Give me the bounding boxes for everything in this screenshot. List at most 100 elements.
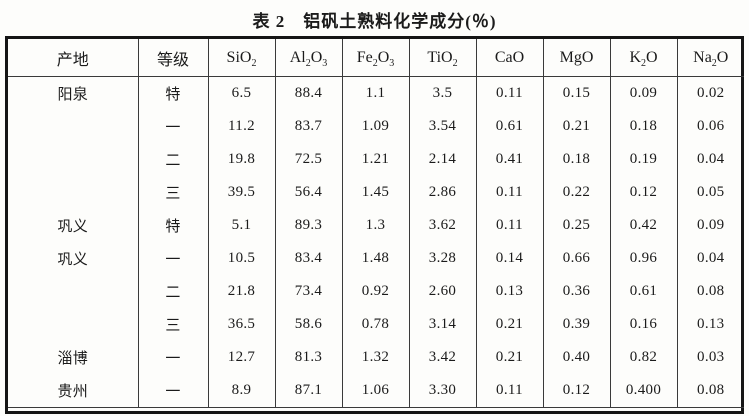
cell-value: 21.8 <box>207 275 275 308</box>
cell-value: 0.14 <box>475 242 543 275</box>
cell-value: 0.40 <box>542 341 610 374</box>
header-row: 产地 等级 SiO2 Al2O3 Fe2O3 TiO2 CaO MgO K2O Na2O <box>8 39 744 77</box>
table-row: 巩义 特 5.1 89.3 1.3 3.62 0.11 0.25 0.42 0.09 <box>8 209 744 242</box>
cell-grade: 特 <box>137 209 208 242</box>
cell-origin <box>8 308 138 341</box>
col-header-oxide: Fe2O3 <box>341 39 409 77</box>
col-header-oxide: K2O <box>609 39 677 77</box>
cell-value: 1.06 <box>341 374 409 408</box>
cell-value: 0.78 <box>341 308 409 341</box>
cell-grade: 二 <box>137 275 208 308</box>
cell-value: 0.04 <box>676 242 744 275</box>
cell-origin <box>8 110 138 143</box>
cell-origin: 巩义 <box>57 219 89 235</box>
cell-value: 0.16 <box>609 308 677 341</box>
cell-value: 39.5 <box>207 176 275 209</box>
cell-value: 1.32 <box>341 341 409 374</box>
table-caption: 表 2 铝矾土熟料化学成分(％) <box>252 12 497 31</box>
col-header-oxide: CaO <box>475 39 543 77</box>
cell-value: 0.66 <box>542 242 610 275</box>
cell-value: 56.4 <box>274 176 342 209</box>
cell-origin <box>8 143 138 176</box>
cell-value: 3.62 <box>408 209 476 242</box>
col-header-oxide: Al2O3 <box>274 39 342 77</box>
cell-value: 0.39 <box>542 308 610 341</box>
cell-value: 0.21 <box>542 110 610 143</box>
cell-value: 0.04 <box>676 143 744 176</box>
cell-value: 0.21 <box>475 308 543 341</box>
cell-value: 0.09 <box>676 209 744 242</box>
cell-value: 0.11 <box>475 374 543 408</box>
cell-value: 0.18 <box>609 110 677 143</box>
cell-origin <box>8 176 138 209</box>
cell-value: 0.92 <box>341 275 409 308</box>
cell-value: 0.11 <box>475 209 543 242</box>
cell-origin: 淄博 <box>57 351 89 367</box>
cell-value: 0.19 <box>609 143 677 176</box>
cell-value: 58.6 <box>274 308 342 341</box>
cell-value: 1.21 <box>341 143 409 176</box>
cell-value: 0.05 <box>676 176 744 209</box>
cell-value: 83.7 <box>274 110 342 143</box>
cell-value: 81.3 <box>274 341 342 374</box>
cell-value: 12.7 <box>207 341 275 374</box>
cell-value: 1.1 <box>341 76 409 110</box>
cell-value: 0.13 <box>475 275 543 308</box>
cell-value: 0.11 <box>475 76 543 110</box>
table-head: 产地 等级 SiO2 Al2O3 Fe2O3 TiO2 CaO MgO K2O Na2O <box>8 39 744 77</box>
cell-value: 0.09 <box>609 76 677 110</box>
cell-value: 8.9 <box>207 374 275 408</box>
cell-value: 6.5 <box>207 76 275 110</box>
cell-grade: 一 <box>137 110 208 143</box>
table-frame: 产地 等级 SiO2 Al2O3 Fe2O3 TiO2 CaO MgO K2O Na2O 阳泉特 6… <box>5 36 744 414</box>
cell-value: 0.06 <box>676 110 744 143</box>
table-row: 二 21.8 73.4 0.92 2.60 0.13 0.36 0.61 0.08 <box>8 275 744 308</box>
col-header-oxide: SiO2 <box>207 39 275 77</box>
cell-value: 1.45 <box>341 176 409 209</box>
col-header-grade: 等级 <box>137 39 208 77</box>
cell-value: 3.28 <box>408 242 476 275</box>
cell-value: 89.3 <box>274 209 342 242</box>
cell-value: 3.30 <box>408 374 476 408</box>
cell-value: 0.41 <box>475 143 543 176</box>
cell-value: 3.42 <box>408 341 476 374</box>
col-header-origin: 产地 <box>8 39 138 77</box>
table-row: 三 39.5 56.4 1.45 2.86 0.11 0.22 0.12 0.05 <box>8 176 744 209</box>
table-row: 三 36.5 58.6 0.78 3.14 0.21 0.39 0.16 0.13 <box>8 308 744 341</box>
cell-value: 3.14 <box>408 308 476 341</box>
cell-value: 0.21 <box>475 341 543 374</box>
cell-value: 0.82 <box>609 341 677 374</box>
cell-value: 2.86 <box>408 176 476 209</box>
cell-value: 0.42 <box>609 209 677 242</box>
table-row: 一 11.2 83.7 1.09 3.54 0.61 0.21 0.18 0.06 <box>8 110 744 143</box>
col-header-oxide: Na2O <box>676 39 744 77</box>
cell-value: 87.1 <box>274 374 342 408</box>
col-header-oxide: TiO2 <box>408 39 476 77</box>
cell-value: 0.13 <box>676 308 744 341</box>
cell-value: 83.4 <box>274 242 342 275</box>
cell-value: 0.08 <box>676 374 744 408</box>
cell-value: 0.08 <box>676 275 744 308</box>
composition-table: 产地 等级 SiO2 Al2O3 Fe2O3 TiO2 CaO MgO K2O Na2O 阳泉特 6… <box>8 39 744 408</box>
cell-value: 0.96 <box>609 242 677 275</box>
table-body: 阳泉特 6.5 88.4 1.1 3.5 0.11 0.15 0.09 0.02 一 11.2 83.… <box>8 76 744 408</box>
cell-value: 0.11 <box>475 176 543 209</box>
cell-value: 1.3 <box>341 209 409 242</box>
cell-value: 3.5 <box>408 76 476 110</box>
table-row: 二 19.8 72.5 1.21 2.14 0.41 0.18 0.19 0.04 <box>8 143 744 176</box>
cell-grade: 一 <box>137 341 208 374</box>
cell-value: 0.15 <box>542 76 610 110</box>
table-row: 淄博 一 12.7 81.3 1.32 3.42 0.21 0.40 0.82 0.03 <box>8 341 744 374</box>
cell-value: 0.61 <box>609 275 677 308</box>
cell-grade: 二 <box>137 143 208 176</box>
cell-value: 0.12 <box>609 176 677 209</box>
cell-value: 0.12 <box>542 374 610 408</box>
cell-value: 0.03 <box>676 341 744 374</box>
cell-origin <box>8 275 138 308</box>
table-row: 贵州 一 8.9 87.1 1.06 3.30 0.11 0.12 0.400 0.08 <box>8 374 744 408</box>
cell-value: 72.5 <box>274 143 342 176</box>
cell-value: 3.54 <box>408 110 476 143</box>
cell-value: 1.09 <box>341 110 409 143</box>
cell-value: 2.60 <box>408 275 476 308</box>
